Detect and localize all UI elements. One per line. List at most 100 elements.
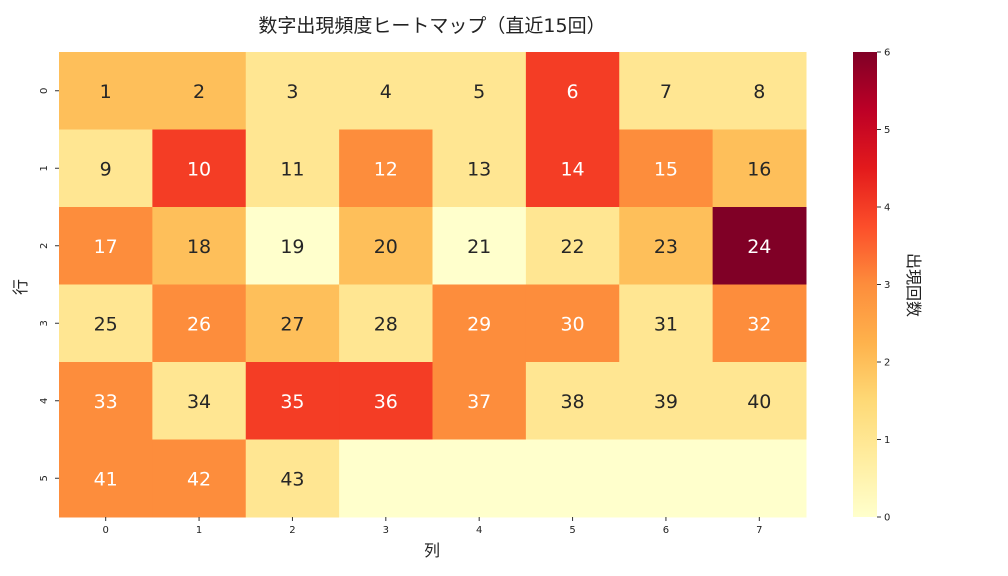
cell-label: 8	[753, 81, 765, 103]
heatmap-cell	[619, 362, 714, 440]
cell-label: 22	[560, 236, 584, 258]
heatmap-cell	[152, 52, 247, 130]
cell-label: 32	[747, 313, 771, 335]
x-tick-label: 0	[103, 525, 109, 536]
heatmap-cell	[339, 439, 433, 518]
heatmap-cell	[59, 439, 153, 518]
heatmap-cell	[432, 362, 527, 440]
cell-label: 7	[660, 81, 672, 103]
cell-label: 13	[467, 158, 491, 180]
x-tick-label: 4	[476, 525, 482, 536]
cell-label: 28	[374, 313, 398, 335]
cell-label: 2	[193, 81, 205, 103]
heatmap-cell	[432, 207, 527, 285]
colorbar-gradient	[853, 52, 877, 517]
heatmap-cell	[245, 362, 340, 440]
heatmap-cell	[339, 284, 433, 363]
y-tick-label: 5	[39, 475, 50, 481]
heatmap-cell	[245, 207, 340, 285]
colorbar-label: 出現回数	[904, 253, 923, 317]
cell-label: 5	[473, 81, 485, 103]
colorbar-tick-label: 5	[884, 125, 890, 136]
heatmap-cell	[152, 284, 247, 363]
colorbar-tick-label: 6	[884, 48, 890, 59]
colorbar-ticks: 0 1 2 3 4 5 6	[877, 48, 890, 524]
cell-label: 11	[280, 158, 304, 180]
cell-label: 3	[286, 81, 298, 103]
y-tick-label: 3	[39, 320, 50, 326]
heatmap-cell	[245, 439, 340, 518]
cell-label: 19	[280, 236, 304, 258]
y-tick-label: 1	[39, 165, 50, 171]
heatmap-cell	[712, 284, 807, 363]
heatmap-cell	[59, 284, 153, 363]
cell-label: 38	[560, 391, 584, 413]
heatmap-cell	[432, 439, 527, 518]
cell-label: 26	[187, 313, 211, 335]
heatmap-cell	[525, 439, 620, 518]
heatmap-cell	[59, 52, 153, 130]
heatmap-cell	[525, 362, 620, 440]
cell-label: 40	[747, 391, 771, 413]
cell-label: 27	[280, 313, 304, 335]
cell-label: 25	[94, 313, 118, 335]
heatmap-cell	[525, 284, 620, 363]
cell-label: 20	[374, 236, 398, 258]
cell-label: 43	[280, 468, 304, 490]
heatmap-cell	[432, 284, 527, 363]
cell-label: 12	[374, 158, 398, 180]
cell-label: 34	[187, 391, 211, 413]
cell-label: 16	[747, 158, 771, 180]
heatmap-cell	[525, 129, 620, 208]
heatmap-cell	[152, 362, 247, 440]
cell-label: 1	[100, 81, 112, 103]
cell-label: 39	[654, 391, 678, 413]
heatmap-cell	[152, 439, 247, 518]
cell-label: 10	[187, 158, 211, 180]
heatmap-cell	[59, 207, 153, 285]
heatmap-cell	[245, 52, 340, 130]
x-tick-label: 1	[196, 525, 202, 536]
cell-label: 9	[100, 158, 112, 180]
x-tick-label: 5	[569, 525, 575, 536]
heatmap-cell	[525, 52, 620, 130]
heatmap-cell	[712, 207, 807, 285]
cell-label: 30	[560, 313, 584, 335]
cell-label: 14	[560, 158, 584, 180]
cell-label: 42	[187, 468, 211, 490]
x-axis-label: 列	[424, 541, 440, 560]
colorbar-tick-label: 3	[884, 280, 890, 291]
cell-label: 37	[467, 391, 491, 413]
colorbar: 0 1 2 3 4 5 6 出現回数	[853, 48, 923, 524]
chart-title: 数字出現頻度ヒートマップ（直近15回）	[258, 15, 605, 37]
colorbar-tick-label: 2	[884, 358, 890, 369]
colorbar-tick-label: 4	[884, 203, 890, 214]
heatmap-cell	[619, 207, 714, 285]
heatmap-cell	[339, 52, 433, 130]
heatmap-cell	[619, 284, 714, 363]
heatmap-cell	[432, 129, 527, 208]
cell-label: 31	[654, 313, 678, 335]
cell-label: 23	[654, 236, 678, 258]
y-axis-ticks: 0 1 2 3 4 5	[39, 88, 59, 481]
x-tick-label: 2	[289, 525, 295, 536]
heatmap-cell	[619, 129, 714, 208]
cell-label: 4	[380, 81, 392, 103]
y-tick-label: 0	[39, 88, 50, 94]
heatmap-cell	[339, 129, 433, 208]
heatmap-cell	[432, 52, 527, 130]
cell-label: 41	[94, 468, 118, 490]
cell-label: 18	[187, 236, 211, 258]
colorbar-tick-label: 0	[884, 513, 890, 524]
heatmap-cell	[339, 362, 433, 440]
cell-label: 35	[280, 391, 304, 413]
heatmap-cell	[245, 284, 340, 363]
heatmap-cell	[59, 362, 153, 440]
y-tick-label: 4	[39, 398, 50, 404]
heatmap-cell	[712, 52, 807, 130]
cell-label: 24	[747, 236, 771, 258]
x-tick-label: 7	[756, 525, 762, 536]
y-tick-label: 2	[39, 243, 50, 249]
